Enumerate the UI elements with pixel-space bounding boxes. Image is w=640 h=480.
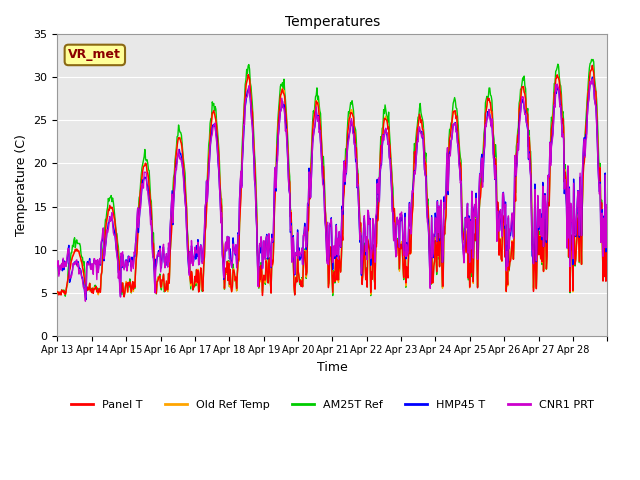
Y-axis label: Temperature (C): Temperature (C) <box>15 134 28 236</box>
Text: VR_met: VR_met <box>68 48 121 61</box>
Legend: Panel T, Old Ref Temp, AM25T Ref, HMP45 T, CNR1 PRT: Panel T, Old Ref Temp, AM25T Ref, HMP45 … <box>67 396 598 414</box>
X-axis label: Time: Time <box>317 361 348 374</box>
Title: Temperatures: Temperatures <box>285 15 380 29</box>
